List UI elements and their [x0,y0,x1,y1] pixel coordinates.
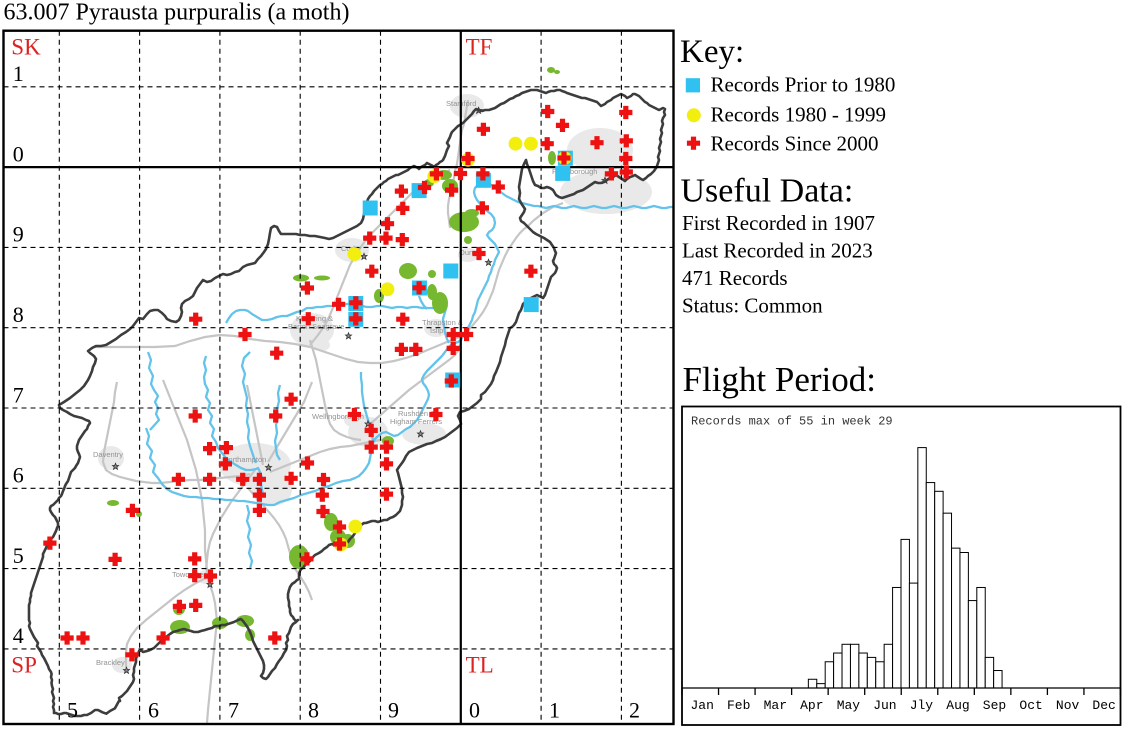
svg-text:7: 7 [228,698,239,723]
svg-text:0: 0 [13,141,24,166]
svg-text:Brackley: Brackley [96,658,125,667]
svg-text:9: 9 [13,222,24,247]
svg-text:Daventry: Daventry [93,450,123,459]
svg-text:TL: TL [466,653,494,678]
svg-text:Higham Ferrers: Higham Ferrers [390,417,442,426]
svg-text:SP: SP [11,653,37,678]
svg-text:4: 4 [13,623,24,648]
svg-text:SK: SK [11,35,41,60]
svg-text:Aug: Aug [946,698,969,713]
svg-text:Records Since 2000: Records Since 2000 [711,132,879,156]
svg-text:Dec: Dec [1092,698,1115,713]
svg-text:May: May [837,698,861,713]
svg-text:1: 1 [13,61,24,86]
svg-text:Thrapston &: Thrapston & [422,318,463,327]
svg-text:Wellingborough: Wellingborough [312,412,364,421]
svg-text:Useful Data:: Useful Data: [681,173,854,210]
svg-text:Status: Common: Status: Common [682,293,823,317]
svg-text:Jun: Jun [873,698,896,713]
svg-text:Northampton: Northampton [223,455,266,464]
svg-text:8: 8 [13,302,24,327]
svg-text:Peterborough: Peterborough [552,167,597,176]
svg-text:TF: TF [466,35,493,60]
svg-text:Oundle: Oundle [459,248,483,257]
svg-text:Mar: Mar [764,698,787,713]
svg-text:Barton Seagrave: Barton Seagrave [288,322,344,331]
svg-text:5: 5 [13,543,24,568]
svg-text:7: 7 [13,382,24,407]
svg-text:Feb: Feb [727,698,750,713]
svg-text:63.007 Pyrausta purpuralis (a: 63.007 Pyrausta purpuralis (a moth) [4,0,350,26]
svg-text:Key:: Key: [680,34,744,70]
svg-text:Sep: Sep [983,698,1006,713]
svg-text:5: 5 [67,698,78,723]
svg-text:Apr: Apr [800,698,823,713]
svg-text:Jly: Jly [910,698,934,713]
svg-text:Oct: Oct [1019,698,1042,713]
svg-text:Records max of 55 in week 29: Records max of 55 in week 29 [691,415,893,429]
svg-text:Flight Period:: Flight Period: [683,360,877,399]
svg-text:Last Recorded in 2023: Last Recorded in 2023 [682,239,873,263]
svg-text:Records 1980 - 1999: Records 1980 - 1999 [711,102,887,126]
svg-text:471 Records: 471 Records [682,266,788,290]
svg-text:6: 6 [13,463,24,488]
svg-text:1: 1 [549,698,560,723]
svg-text:6: 6 [148,698,159,723]
svg-text:Nov: Nov [1056,698,1080,713]
svg-text:8: 8 [308,698,319,723]
svg-text:0: 0 [469,698,480,723]
svg-text:Records Prior to 1980: Records Prior to 1980 [711,72,896,96]
svg-text:First Recorded in 1907: First Recorded in 1907 [682,211,875,235]
svg-text:Jan: Jan [690,698,713,713]
svg-text:2: 2 [629,698,640,723]
svg-text:Rushden &: Rushden & [398,409,435,418]
svg-text:9: 9 [388,698,399,723]
svg-text:Islip: Islip [430,326,443,335]
